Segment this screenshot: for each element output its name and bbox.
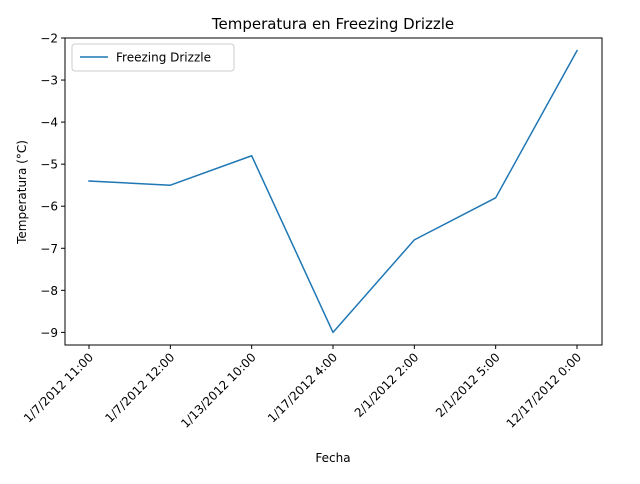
- y-tick-label: −3: [40, 74, 58, 88]
- legend: Freezing Drizzle: [71, 43, 235, 72]
- x-axis-label: Fecha: [315, 451, 350, 465]
- y-tick-label: −5: [40, 158, 58, 172]
- legend-label: Freezing Drizzle: [116, 51, 211, 65]
- y-axis-ticks: −9 −8 −7 −6 −5 −4 −3 −2: [40, 32, 65, 340]
- y-tick-label: −7: [40, 242, 58, 256]
- y-tick-label: −9: [40, 326, 58, 340]
- y-tick-label: −6: [40, 200, 58, 214]
- series-line: [88, 49, 579, 334]
- legend-box: [71, 43, 235, 72]
- y-axis-label: Temperatura (°C): [15, 140, 29, 245]
- plot-area-frame: [64, 37, 603, 346]
- y-tick-label: −2: [40, 32, 58, 46]
- y-tick-label: −4: [40, 116, 58, 130]
- chart-title: Temperatura en Freezing Drizzle: [211, 15, 454, 33]
- series-layer: [88, 49, 579, 334]
- y-tick-label: −8: [40, 284, 58, 298]
